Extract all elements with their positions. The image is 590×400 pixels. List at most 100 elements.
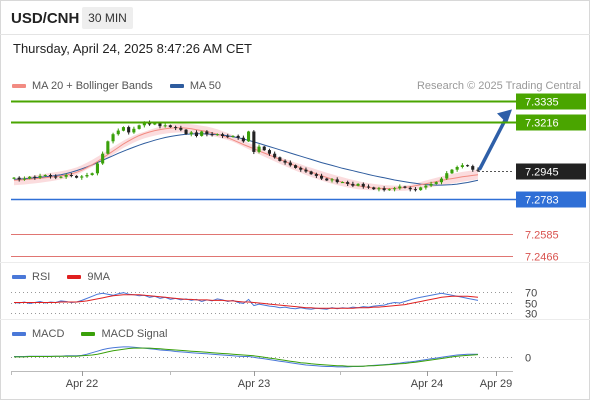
legend-swatch-macd-signal bbox=[81, 332, 96, 337]
legend-label-ma50: MA 50 bbox=[189, 80, 222, 92]
candle-body bbox=[168, 125, 172, 128]
legend-item-rsi: RSI bbox=[12, 271, 50, 283]
main-legend: MA 20 + Bollinger Bands MA 50 bbox=[12, 80, 235, 92]
candle-body bbox=[43, 175, 47, 176]
candle-body bbox=[184, 129, 188, 135]
candle-body bbox=[215, 134, 219, 136]
candle-body bbox=[210, 134, 214, 136]
level-tag-7.2783 bbox=[516, 191, 586, 208]
candle-body bbox=[127, 127, 131, 133]
candle-body bbox=[450, 169, 454, 174]
current-price-label: 7.2945 bbox=[525, 167, 559, 179]
candle-body bbox=[424, 185, 428, 188]
candle-body bbox=[262, 146, 266, 151]
bollinger-band-area bbox=[14, 123, 478, 191]
candle-body bbox=[330, 179, 334, 181]
candle-body bbox=[174, 127, 178, 129]
level-label-7.2585: 7.2585 bbox=[525, 230, 559, 242]
candle-body bbox=[69, 175, 73, 176]
x-tick-label: Apr 24 bbox=[411, 378, 443, 390]
candle-body bbox=[382, 188, 386, 191]
candle-body bbox=[137, 125, 141, 129]
candle-body bbox=[142, 122, 146, 126]
legend-item-ma50: MA 50 bbox=[169, 80, 222, 92]
legend-label-macd: MACD bbox=[32, 328, 65, 340]
candle-body bbox=[408, 187, 412, 190]
credit-text: Research © 2025 Trading Central bbox=[416, 80, 581, 92]
rsi-line bbox=[13, 292, 479, 310]
legend-item-rsi-9ma: 9MA bbox=[67, 271, 110, 283]
candle-body bbox=[12, 177, 16, 179]
forecast-arrow-shaft bbox=[478, 116, 508, 171]
candle-body bbox=[314, 174, 318, 176]
level-label-7.2466: 7.2466 bbox=[525, 252, 559, 264]
legend-item-macd: MACD bbox=[12, 328, 64, 340]
legend-label-macd-signal: MACD Signal bbox=[101, 328, 168, 340]
timeframe-button[interactable]: 30 MIN bbox=[82, 7, 133, 29]
forecast-arrow-head bbox=[497, 109, 512, 124]
candle-body bbox=[283, 160, 287, 163]
candle-body bbox=[221, 134, 225, 136]
macd-signal-line bbox=[14, 347, 479, 367]
candle-body bbox=[393, 188, 397, 190]
candle-body bbox=[236, 135, 240, 138]
candle-body bbox=[372, 187, 376, 190]
level-tag-7.3216 bbox=[516, 114, 586, 131]
legend-item-ma20: MA 20 + Bollinger Bands bbox=[12, 80, 153, 92]
legend-label-rsi-9ma: 9MA bbox=[87, 271, 111, 283]
candle-body bbox=[231, 135, 235, 137]
legend-label-ma20: MA 20 + Bollinger Bands bbox=[32, 80, 153, 92]
legend-swatch-ma50 bbox=[169, 84, 184, 89]
legend-item-macd-signal: MACD Signal bbox=[81, 328, 167, 340]
legend-swatch-rsi-9ma bbox=[67, 275, 82, 280]
x-tick-label: Apr 23 bbox=[238, 378, 270, 390]
candle-body bbox=[194, 132, 198, 136]
candle-body bbox=[75, 175, 79, 178]
candle-body bbox=[116, 130, 120, 135]
ma50-line bbox=[13, 133, 479, 186]
candle-body bbox=[247, 131, 251, 142]
candle-body bbox=[304, 169, 308, 172]
candle-body bbox=[309, 171, 313, 175]
candle-body bbox=[158, 123, 162, 127]
candle-body bbox=[22, 178, 26, 180]
candle-body bbox=[90, 173, 94, 175]
candle-body bbox=[398, 186, 402, 189]
level-label-7.2783: 7.2783 bbox=[525, 195, 559, 207]
candle-body bbox=[439, 178, 443, 183]
candle-body bbox=[163, 125, 167, 127]
chart-timestamp: Thursday, April 24, 2025 8:47:26 AM CET bbox=[13, 41, 252, 56]
rsi-legend: RSI 9MA bbox=[12, 271, 124, 283]
candle-body bbox=[340, 182, 344, 184]
candle-body bbox=[101, 153, 105, 164]
rsi-level-label-30: 30 bbox=[525, 309, 537, 321]
candle-body bbox=[205, 131, 209, 135]
candle-body bbox=[64, 175, 68, 177]
candle-body bbox=[28, 176, 32, 179]
legend-swatch-rsi bbox=[12, 275, 26, 280]
current-price-tag bbox=[516, 163, 586, 180]
candle-body bbox=[85, 175, 89, 177]
candle-body bbox=[59, 176, 63, 178]
candle-body bbox=[257, 146, 261, 152]
candle-body bbox=[226, 135, 230, 137]
candle-body bbox=[153, 123, 157, 125]
candle-body bbox=[377, 188, 381, 190]
macd-zero-label: 0 bbox=[525, 353, 531, 365]
legend-swatch-ma20 bbox=[12, 84, 26, 89]
candle-body bbox=[200, 131, 204, 136]
x-tick-label: Apr 22 bbox=[66, 378, 98, 390]
x-tick-label: Apr 29 bbox=[480, 378, 512, 390]
candle-body bbox=[419, 187, 423, 191]
candle-body bbox=[294, 165, 298, 168]
candle-body bbox=[54, 176, 58, 178]
rsi-9ma-line bbox=[14, 294, 479, 309]
candle-body bbox=[80, 176, 84, 178]
candle-body bbox=[132, 128, 136, 133]
rsi-level-label-70: 70 bbox=[525, 288, 537, 300]
candle-body bbox=[111, 134, 115, 142]
candle-body bbox=[455, 167, 459, 170]
candle-body bbox=[179, 128, 183, 130]
candle-body bbox=[351, 183, 355, 186]
